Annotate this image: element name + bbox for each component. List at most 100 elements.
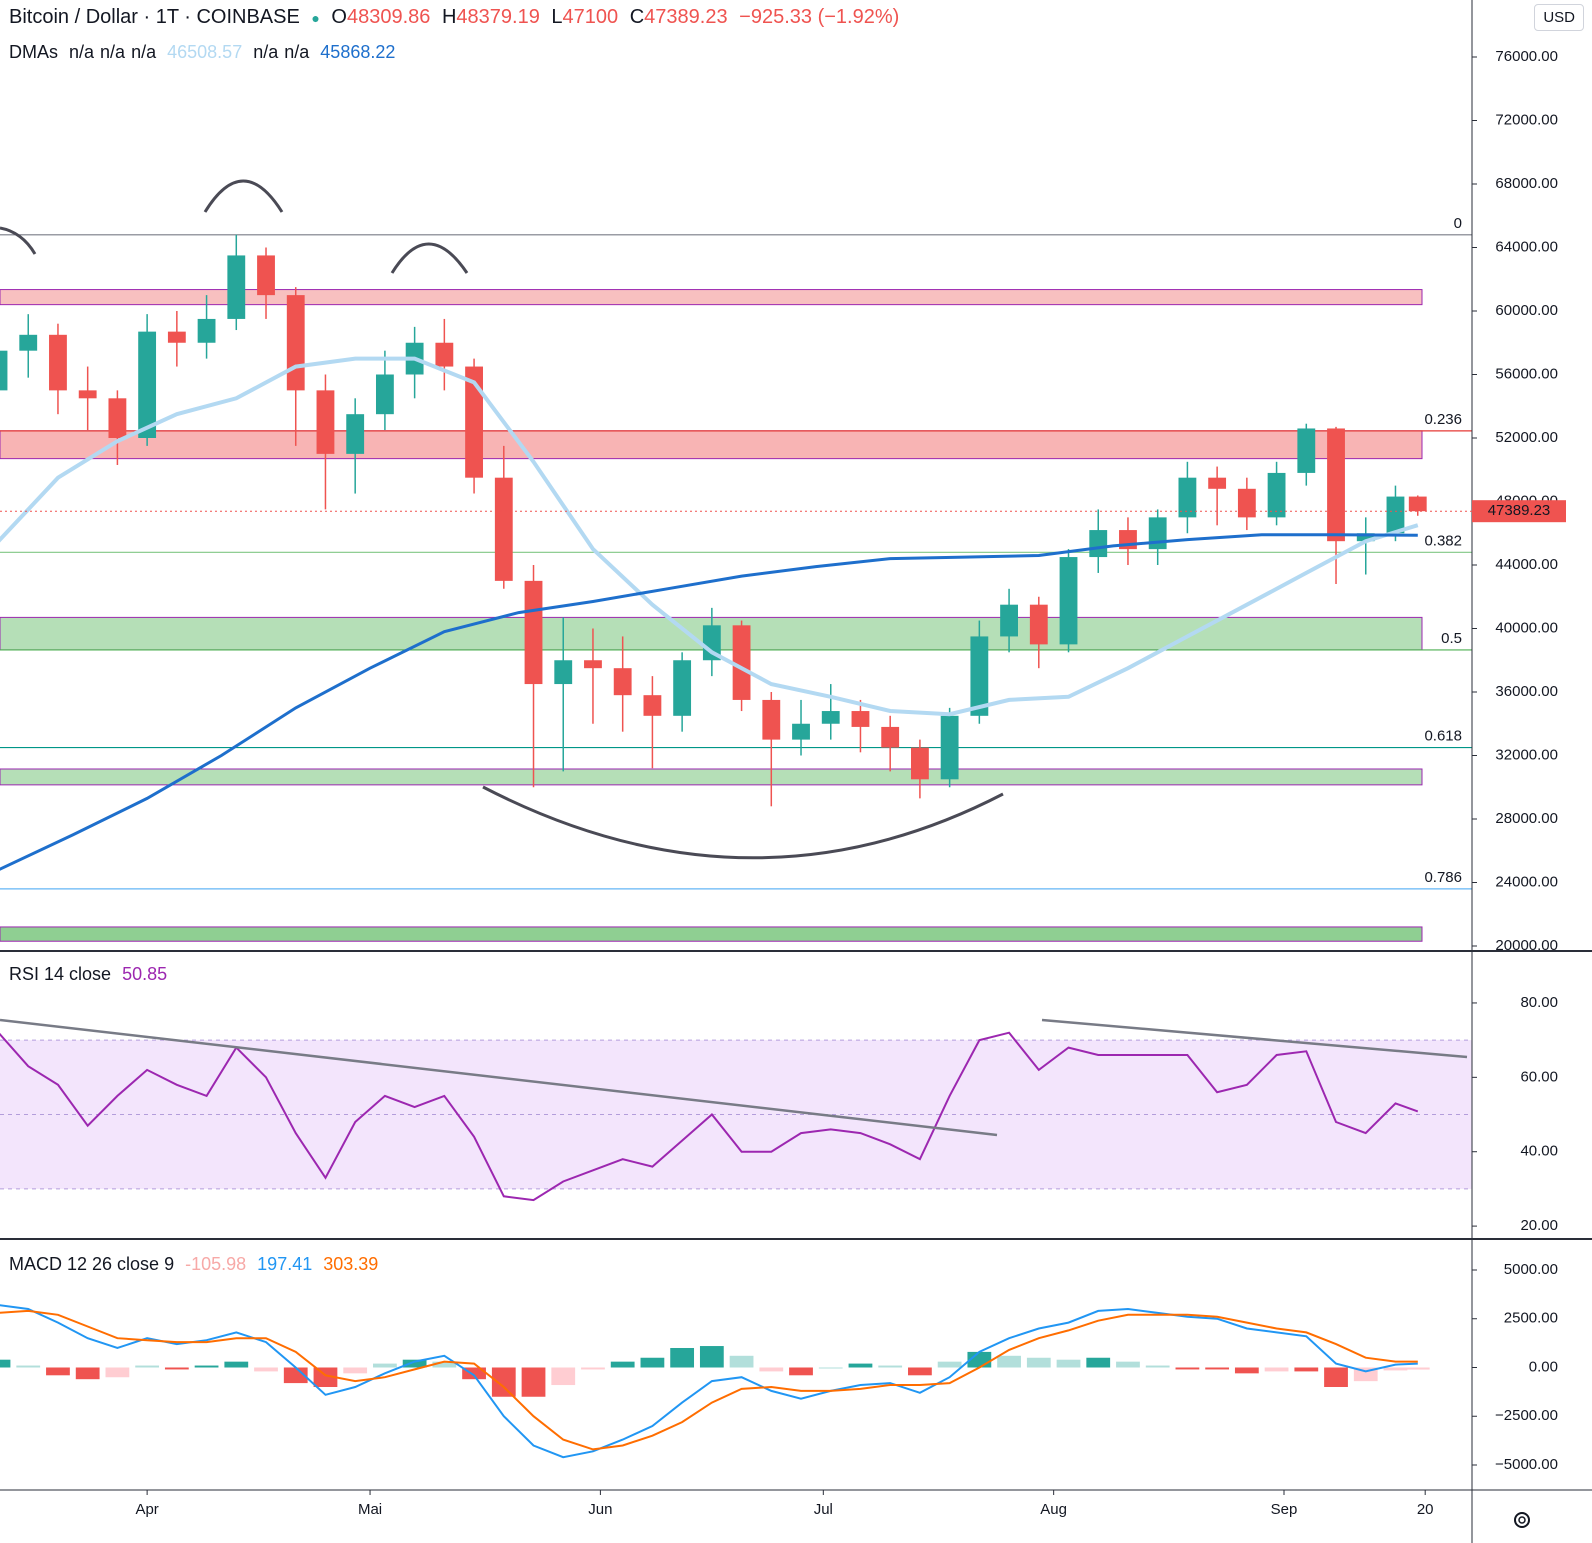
histogram-bar — [343, 1367, 368, 1374]
candle-body — [108, 398, 127, 438]
histogram-bar — [937, 1361, 962, 1368]
o-label: O — [331, 6, 347, 28]
y-tick-label: 2500.00 — [1504, 1310, 1558, 1327]
dma-legend: DMAs n/a n/a n/a 46508.57 n/a n/a 45868.22 — [9, 42, 401, 63]
candle-body — [1327, 428, 1345, 542]
histogram-bar — [1383, 1367, 1408, 1371]
y-tick-label: 5000.00 — [1504, 1261, 1558, 1278]
currency-button[interactable]: USD — [1534, 4, 1584, 31]
last-price-label: 47389.23 — [1488, 502, 1551, 519]
candle-body — [881, 726, 900, 748]
histogram-bar — [1264, 1367, 1289, 1372]
histogram-bar — [105, 1367, 130, 1378]
dma-title[interactable]: DMAs — [9, 42, 58, 62]
candle-body — [138, 331, 157, 438]
candle-body — [643, 695, 662, 716]
y-tick-label: 0.00 — [1529, 1358, 1558, 1375]
y-tick-label: 76000.00 — [1495, 48, 1558, 65]
y-tick-label: 60.00 — [1520, 1068, 1558, 1085]
na: n/a — [100, 42, 126, 62]
macd-line — [0, 1304, 1418, 1459]
candle-body — [1356, 533, 1375, 542]
candle-body — [1059, 557, 1078, 645]
gear — [1514, 1512, 1530, 1528]
histogram-bar — [1205, 1367, 1230, 1370]
histogram-bar — [1175, 1367, 1200, 1370]
candle-body — [762, 699, 781, 740]
candle-body — [78, 390, 97, 399]
moving-average — [0, 533, 1418, 871]
candle-body — [970, 636, 989, 716]
candle-body — [316, 390, 335, 454]
candle-body — [49, 334, 67, 391]
y-tick-label: 36000.00 — [1495, 683, 1558, 700]
macd-value: 197.41 — [257, 1254, 313, 1274]
rsi-trendline — [0, 1018, 998, 1137]
settings-icon[interactable] — [1514, 1512, 1530, 1528]
histogram-bar — [818, 1367, 843, 1369]
histogram-bar — [908, 1367, 932, 1376]
histogram-bar — [75, 1367, 100, 1380]
histogram-bar — [432, 1361, 457, 1368]
histogram-bar — [135, 1365, 160, 1368]
candle-body — [1089, 530, 1108, 558]
fib-label: 0.236 — [1424, 411, 1462, 428]
candle-body — [494, 477, 513, 581]
symbol[interactable]: Bitcoin / Dollar · 1T · COINBASE — [9, 6, 300, 28]
candle-body — [792, 723, 810, 740]
histogram-bar — [1145, 1365, 1170, 1368]
candle-body — [346, 414, 365, 454]
histogram-bar — [1116, 1361, 1140, 1368]
histogram-bar — [254, 1367, 278, 1372]
histogram-bar — [1234, 1367, 1259, 1374]
y-tick-label: 56000.00 — [1495, 365, 1558, 382]
zone — [0, 430, 1423, 460]
na: n/a — [284, 42, 310, 62]
histogram-bar — [521, 1367, 546, 1397]
candle-body — [1408, 496, 1427, 512]
x-tick-label: Jul — [814, 1501, 833, 1518]
na: n/a — [131, 42, 157, 62]
candle-body — [375, 374, 394, 415]
histogram-bar — [0, 1359, 11, 1368]
y-tick-label: 44000.00 — [1495, 556, 1558, 573]
macd-legend: MACD 12 26 close 9 -105.98 197.41 303.39 — [9, 1254, 384, 1275]
y-tick-label: 24000.00 — [1495, 873, 1558, 890]
candle-body — [702, 625, 721, 661]
histogram-bar — [194, 1365, 219, 1368]
candle-body — [286, 295, 305, 391]
histogram-bar — [551, 1367, 576, 1386]
candle-body — [851, 711, 870, 727]
y-tick-label: 20.00 — [1520, 1217, 1558, 1234]
candle-body — [1237, 488, 1256, 518]
hist-value: -105.98 — [185, 1254, 247, 1274]
candle-body — [1000, 604, 1018, 637]
gear-hub — [1518, 1516, 1526, 1524]
zone — [0, 926, 1423, 942]
fib-label: 0 — [1454, 215, 1462, 232]
y-tick-label: −2500.00 — [1495, 1407, 1558, 1424]
histogram-bar — [313, 1367, 338, 1387]
status-dot: ● — [311, 10, 320, 26]
zone — [0, 768, 1423, 786]
histogram-bar — [699, 1346, 724, 1368]
y-tick-label: 40.00 — [1520, 1143, 1558, 1160]
c-label: C — [629, 6, 645, 28]
candle-body — [1178, 477, 1197, 518]
candle-body — [257, 255, 275, 296]
candle-body — [435, 342, 454, 367]
rsi-title[interactable]: RSI 14 close — [9, 964, 112, 984]
candle-body — [554, 660, 573, 685]
rsi-value: 50.85 — [122, 964, 168, 984]
candle-body — [910, 747, 929, 780]
h-label: H — [441, 6, 457, 28]
macd-title[interactable]: MACD 12 26 close 9 — [9, 1254, 175, 1274]
histogram-bar — [729, 1355, 754, 1368]
backgrounds — [0, 234, 1472, 1190]
histogram-bar — [1405, 1367, 1430, 1370]
histogram-bar — [878, 1365, 903, 1368]
histogram-bar — [848, 1363, 873, 1368]
y-tick-label: 52000.00 — [1495, 429, 1558, 446]
x-tick-label: Mai — [358, 1501, 382, 1518]
